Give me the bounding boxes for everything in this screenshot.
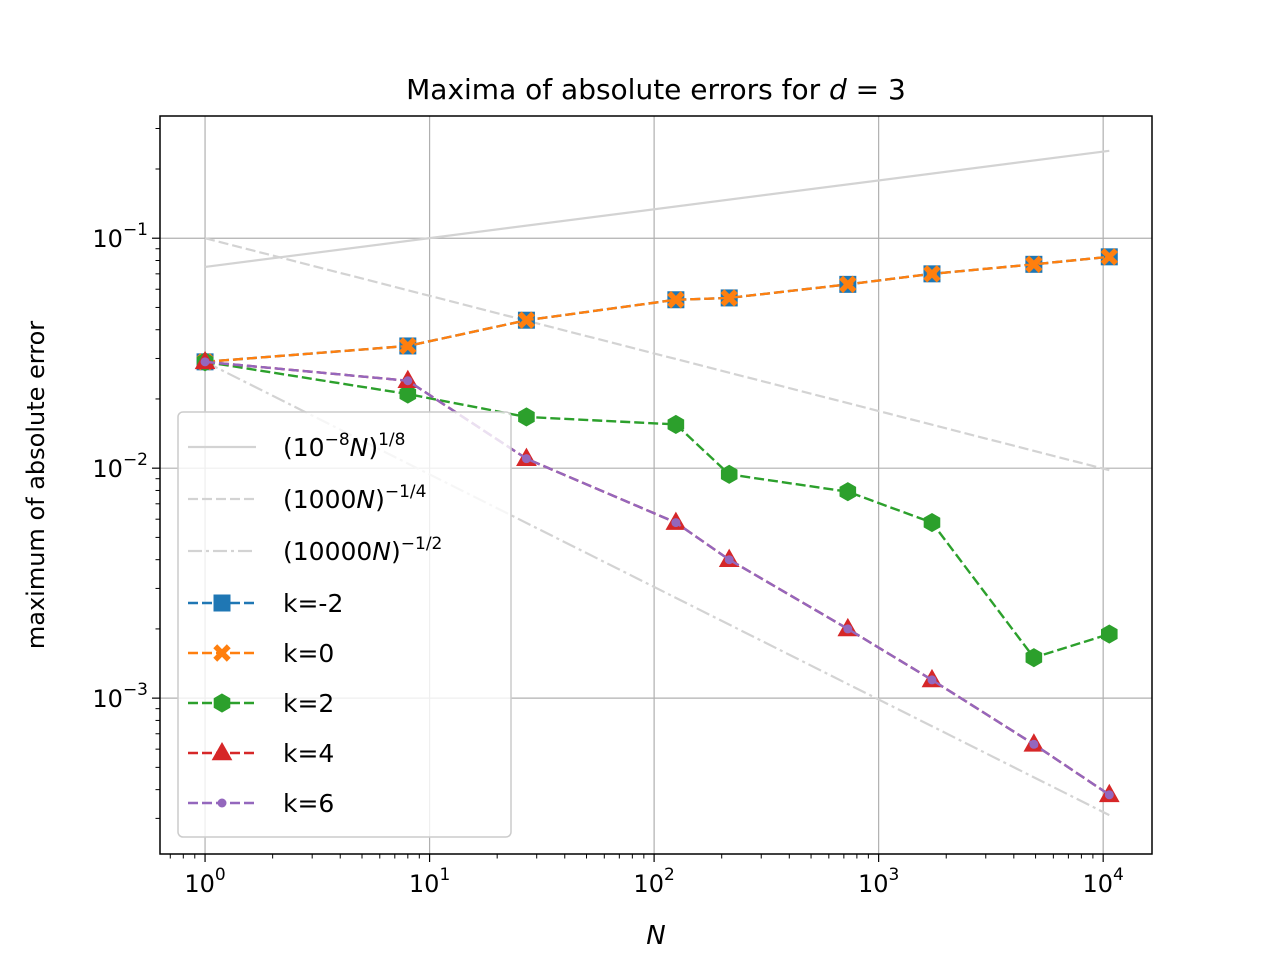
x-tick-label: 100 bbox=[184, 865, 225, 898]
dot-marker bbox=[521, 454, 531, 464]
series-line bbox=[204, 360, 1110, 796]
x-marker bbox=[923, 265, 941, 283]
hexagon-marker bbox=[213, 693, 231, 713]
hexagon-marker bbox=[1100, 624, 1118, 644]
x-tick-label: 103 bbox=[858, 865, 899, 898]
x-marker bbox=[839, 275, 857, 294]
series-k=6 bbox=[200, 357, 1114, 800]
x-marker bbox=[213, 644, 231, 662]
legend-label: k=0 bbox=[283, 639, 334, 668]
x-marker bbox=[1025, 255, 1043, 274]
legend-label: (10−8N)1/8 bbox=[283, 430, 405, 462]
legend-label: k=-2 bbox=[283, 589, 343, 618]
x-tick-label: 102 bbox=[633, 865, 674, 898]
legend-label: (10000N)−1/2 bbox=[283, 534, 442, 566]
x-marker bbox=[517, 311, 536, 329]
triangle-marker bbox=[211, 741, 233, 761]
axis-ticks: 100 101 102 103 104 10−3 10−2 10−1 bbox=[92, 128, 1124, 898]
reference-line bbox=[204, 149, 1110, 269]
x-marker bbox=[720, 289, 738, 307]
data-series bbox=[194, 248, 1120, 803]
reference-line bbox=[204, 237, 1110, 472]
dot-marker bbox=[724, 555, 734, 565]
y-tick-label: 10−3 bbox=[92, 680, 148, 713]
x-marker bbox=[1100, 248, 1118, 266]
dot-marker bbox=[217, 798, 227, 808]
hexagon-marker bbox=[518, 407, 535, 427]
x-tick-label: 104 bbox=[1082, 865, 1123, 898]
hexagon-marker bbox=[839, 482, 857, 502]
dot-marker bbox=[1029, 739, 1039, 749]
legend-label: k=4 bbox=[283, 739, 334, 768]
legend-label: (1000N)−1/4 bbox=[283, 482, 426, 514]
y-tick-label: 10−1 bbox=[92, 220, 148, 253]
dot-marker bbox=[927, 675, 937, 685]
dot-marker bbox=[843, 624, 853, 634]
plot-area-frame bbox=[159, 115, 1153, 855]
dot-marker bbox=[1104, 790, 1114, 800]
x-marker bbox=[667, 291, 685, 309]
legend-box bbox=[177, 411, 512, 838]
chart-title: Maxima of absolute errors for d = 3 bbox=[406, 73, 906, 106]
series-line bbox=[204, 255, 1110, 364]
dot-marker bbox=[200, 357, 210, 367]
legend-label: k=6 bbox=[283, 789, 334, 818]
legend: (10−8N)1/8 (1000N)−1/4 (10000N)−1/2 k=-2 k=0… bbox=[177, 411, 512, 838]
y-tick-label: 10−2 bbox=[92, 450, 148, 483]
legend-label: k=2 bbox=[283, 689, 334, 718]
series-k=0 bbox=[196, 248, 1118, 371]
hexagon-marker bbox=[923, 513, 941, 533]
hexagon-marker bbox=[720, 464, 738, 484]
dot-marker bbox=[403, 376, 413, 386]
x-tick-label: 101 bbox=[409, 865, 450, 898]
hexagon-marker bbox=[1025, 648, 1043, 668]
x-axis-label: N bbox=[646, 921, 665, 951]
hexagon-marker bbox=[399, 384, 417, 404]
x-marker bbox=[399, 337, 417, 355]
dot-marker bbox=[671, 518, 681, 528]
square-marker bbox=[213, 594, 231, 612]
hexagon-marker bbox=[667, 414, 685, 434]
y-axis-label: maximum of absolute error bbox=[22, 321, 50, 649]
